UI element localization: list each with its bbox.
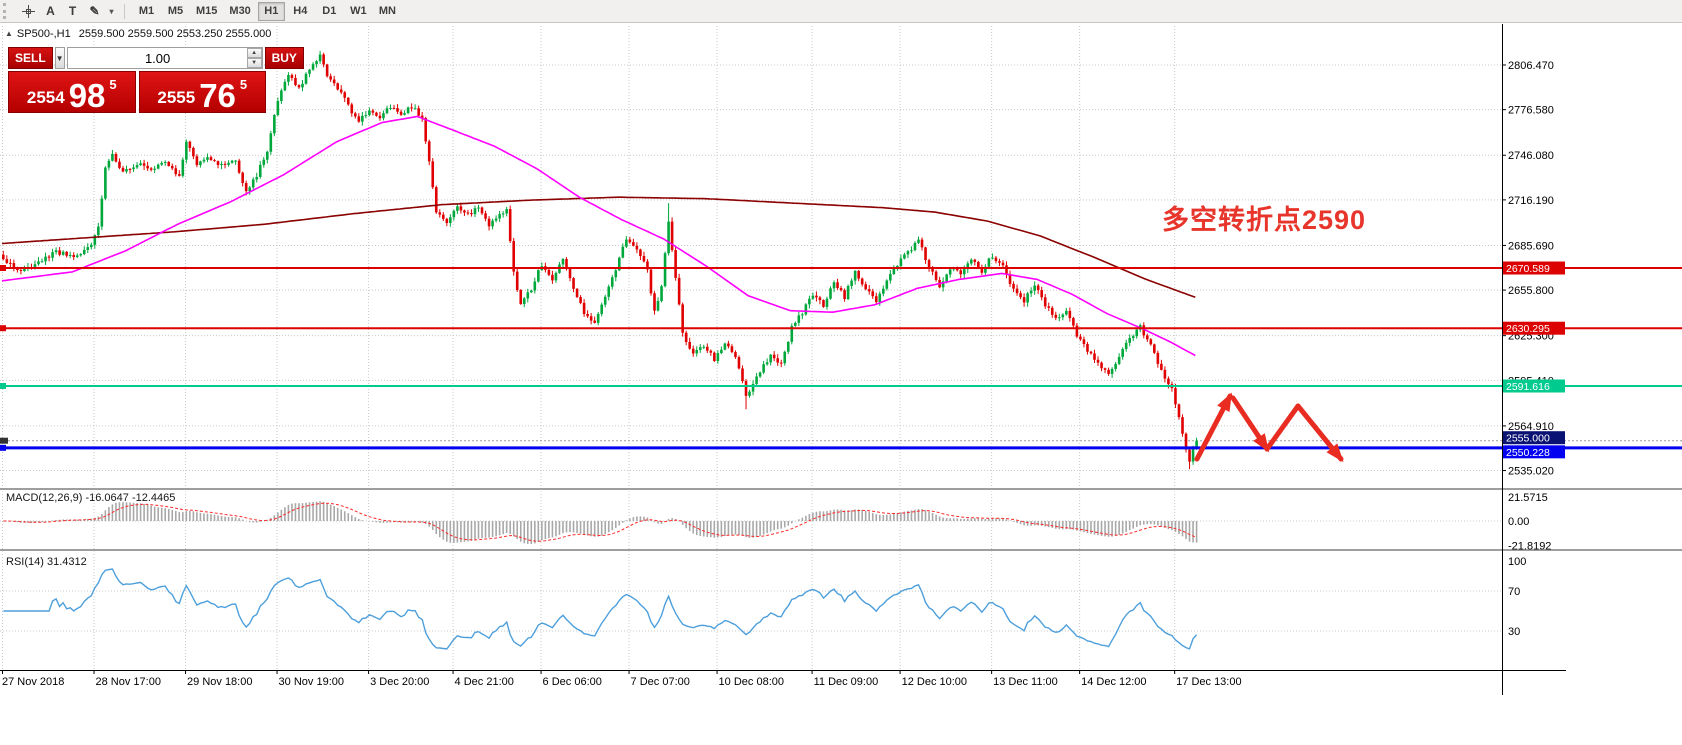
crosshair-glyph xyxy=(22,4,35,18)
time-axis-label: 4 Dec 21:00 xyxy=(455,676,514,688)
collapse-arrow-icon: ▲ xyxy=(5,29,13,38)
svg-text:-21.8192: -21.8192 xyxy=(1508,540,1551,552)
trade-panel-prices: 2554 98 5 2555 76 5 xyxy=(8,71,266,113)
timeframe-H4[interactable]: H4 xyxy=(287,2,314,21)
timeframe-W1[interactable]: W1 xyxy=(345,2,372,21)
svg-text:30: 30 xyxy=(1508,626,1520,638)
price-badge-label: 2630.295 xyxy=(1506,323,1550,335)
timeframe-M5[interactable]: M5 xyxy=(162,2,189,21)
horizontal-lines-layer xyxy=(0,265,1682,451)
price-axis-label: 2564.910 xyxy=(1508,421,1554,433)
chart-symbol-ohlc: ▲ SP500-,H1 2559.500 2559.500 2553.250 255… xyxy=(5,28,271,40)
timeframe-D1[interactable]: D1 xyxy=(316,2,343,21)
volume-increase-button[interactable]: ▲ xyxy=(246,48,262,58)
arrowhead-icon xyxy=(1217,392,1232,412)
sell-price-pips: 98 xyxy=(68,76,106,114)
price-axis-label: 2685.690 xyxy=(1508,240,1554,252)
price-axis-label: 2776.580 xyxy=(1508,105,1554,117)
one-click-trading-panel: SELL ▼ ▲ ▼ BUY 2554 98 5 2555 76 5 xyxy=(8,47,304,113)
price-badge-label: 2670.589 xyxy=(1506,263,1550,275)
price-axis-label: 2716.190 xyxy=(1508,195,1554,207)
sell-button[interactable]: SELL xyxy=(8,47,53,69)
sell-price-display[interactable]: 2554 98 5 xyxy=(8,71,136,113)
time-axis-label: 12 Dec 10:00 xyxy=(902,676,967,688)
time-axis-label: 11 Dec 09:00 xyxy=(814,676,879,688)
order-type-dropdown-icon[interactable]: ▼ xyxy=(54,47,65,69)
sell-price-pipette: 5 xyxy=(109,77,117,92)
hline-handle[interactable] xyxy=(0,382,6,389)
volume-control: ▲ ▼ xyxy=(66,47,263,69)
rsi-layer xyxy=(0,568,1502,650)
price-badge-label: 2550.228 xyxy=(1506,447,1550,459)
time-axis-label: 3 Dec 20:00 xyxy=(370,676,429,688)
macd-layer xyxy=(0,501,1502,545)
buy-price-display[interactable]: 2555 76 5 xyxy=(138,71,266,114)
svg-text:100: 100 xyxy=(1508,556,1526,568)
price-line-handle xyxy=(0,437,8,444)
candles-layer xyxy=(2,50,1198,470)
ohlc-values: 2559.500 2559.500 2553.250 2555.000 xyxy=(78,28,272,40)
price-axis-label: 2746.080 xyxy=(1508,150,1554,162)
volume-decrease-button[interactable]: ▼ xyxy=(246,58,262,68)
buy-price-main: 2555 xyxy=(157,88,196,107)
toolbar-grip[interactable] xyxy=(3,3,12,19)
price-axis-label: 2535.020 xyxy=(1508,466,1554,478)
arrowhead-icon xyxy=(1326,443,1344,463)
text-tool-icon[interactable]: T xyxy=(62,2,83,21)
time-axis: 27 Nov 2018 28 Nov 17:00 29 Nov 18:00 30 No… xyxy=(2,670,1242,688)
svg-text:0.00: 0.00 xyxy=(1508,516,1529,528)
panel-frame xyxy=(0,24,1682,695)
hline-handle[interactable] xyxy=(0,265,6,272)
forecast-arrows[interactable] xyxy=(1194,392,1344,463)
buy-price-pipette: 5 xyxy=(239,77,248,92)
time-axis-label: 29 Nov 18:00 xyxy=(187,676,252,688)
timeframe-MN[interactable]: MN xyxy=(374,2,401,21)
timeframe-M30[interactable]: M30 xyxy=(224,2,255,21)
time-axis-label: 6 Dec 06:00 xyxy=(543,676,602,688)
chart-annotation-text[interactable]: 多空转折点2590 xyxy=(1162,205,1367,235)
trade-panel-controls: SELL ▼ ▲ ▼ BUY xyxy=(8,47,304,69)
time-axis-label: 30 Nov 19:00 xyxy=(279,676,344,688)
toolbar-separator xyxy=(124,3,125,19)
crosshair-icon[interactable] xyxy=(18,2,39,21)
rsi-label: RSI(14) 31.4312 xyxy=(6,556,87,568)
buy-price-pips: 76 xyxy=(199,76,236,114)
svg-text:70: 70 xyxy=(1508,586,1520,598)
price-axis-label: 2806.470 xyxy=(1508,60,1554,72)
time-axis-label: 13 Dec 11:00 xyxy=(993,676,1058,688)
symbol-label: SP500-,H1 xyxy=(16,28,71,40)
volume-spinner: ▲ ▼ xyxy=(246,48,262,68)
svg-text:21.5715: 21.5715 xyxy=(1508,492,1548,504)
grid-layer xyxy=(0,26,1502,669)
time-axis-label: 14 Dec 12:00 xyxy=(1081,676,1146,688)
price-axis-label: 2655.800 xyxy=(1508,285,1554,297)
time-axis-label: 27 Nov 2018 xyxy=(2,676,64,688)
time-axis-label: 10 Dec 08:00 xyxy=(719,676,784,688)
time-axis-label: 7 Dec 07:00 xyxy=(631,676,690,688)
timeframe-M1[interactable]: M1 xyxy=(133,2,160,21)
price-badge-label: 2555.000 xyxy=(1506,433,1550,445)
moving-averages-layer xyxy=(1,115,1196,357)
text-annotation-icon[interactable]: A xyxy=(40,2,61,21)
macd-label: MACD(12,26,9) -16.0647 -12.4465 xyxy=(6,492,176,504)
time-axis-label: 17 Dec 13:00 xyxy=(1176,676,1241,688)
price-badge-label: 2591.616 xyxy=(1506,381,1550,393)
price-axis: 2806.470 2776.580 2746.080 2716.190 2685.690… xyxy=(1502,60,1565,638)
timeframe-H1[interactable]: H1 xyxy=(257,1,285,21)
timeframe-M15[interactable]: M15 xyxy=(191,2,222,21)
chart-toolbar: A T ✎ ▾ M1 M5 M15 M30 H1 H4 D1 W1 MN xyxy=(0,0,1682,23)
buy-button[interactable]: BUY xyxy=(264,47,304,69)
draw-tools-dropdown-icon[interactable]: ▾ xyxy=(106,2,117,21)
time-axis-label: 28 Nov 17:00 xyxy=(96,676,161,688)
hline-handle[interactable] xyxy=(0,444,6,451)
forecast-arrow[interactable] xyxy=(1264,403,1301,452)
volume-input[interactable] xyxy=(66,47,263,69)
hline-handle[interactable] xyxy=(0,325,6,332)
timeframe-bar: M1 M5 M15 M30 H1 H4 D1 W1 MN xyxy=(132,1,402,21)
sell-price-main: 2554 xyxy=(26,88,65,107)
draw-tools-icon[interactable]: ✎ xyxy=(84,2,105,21)
